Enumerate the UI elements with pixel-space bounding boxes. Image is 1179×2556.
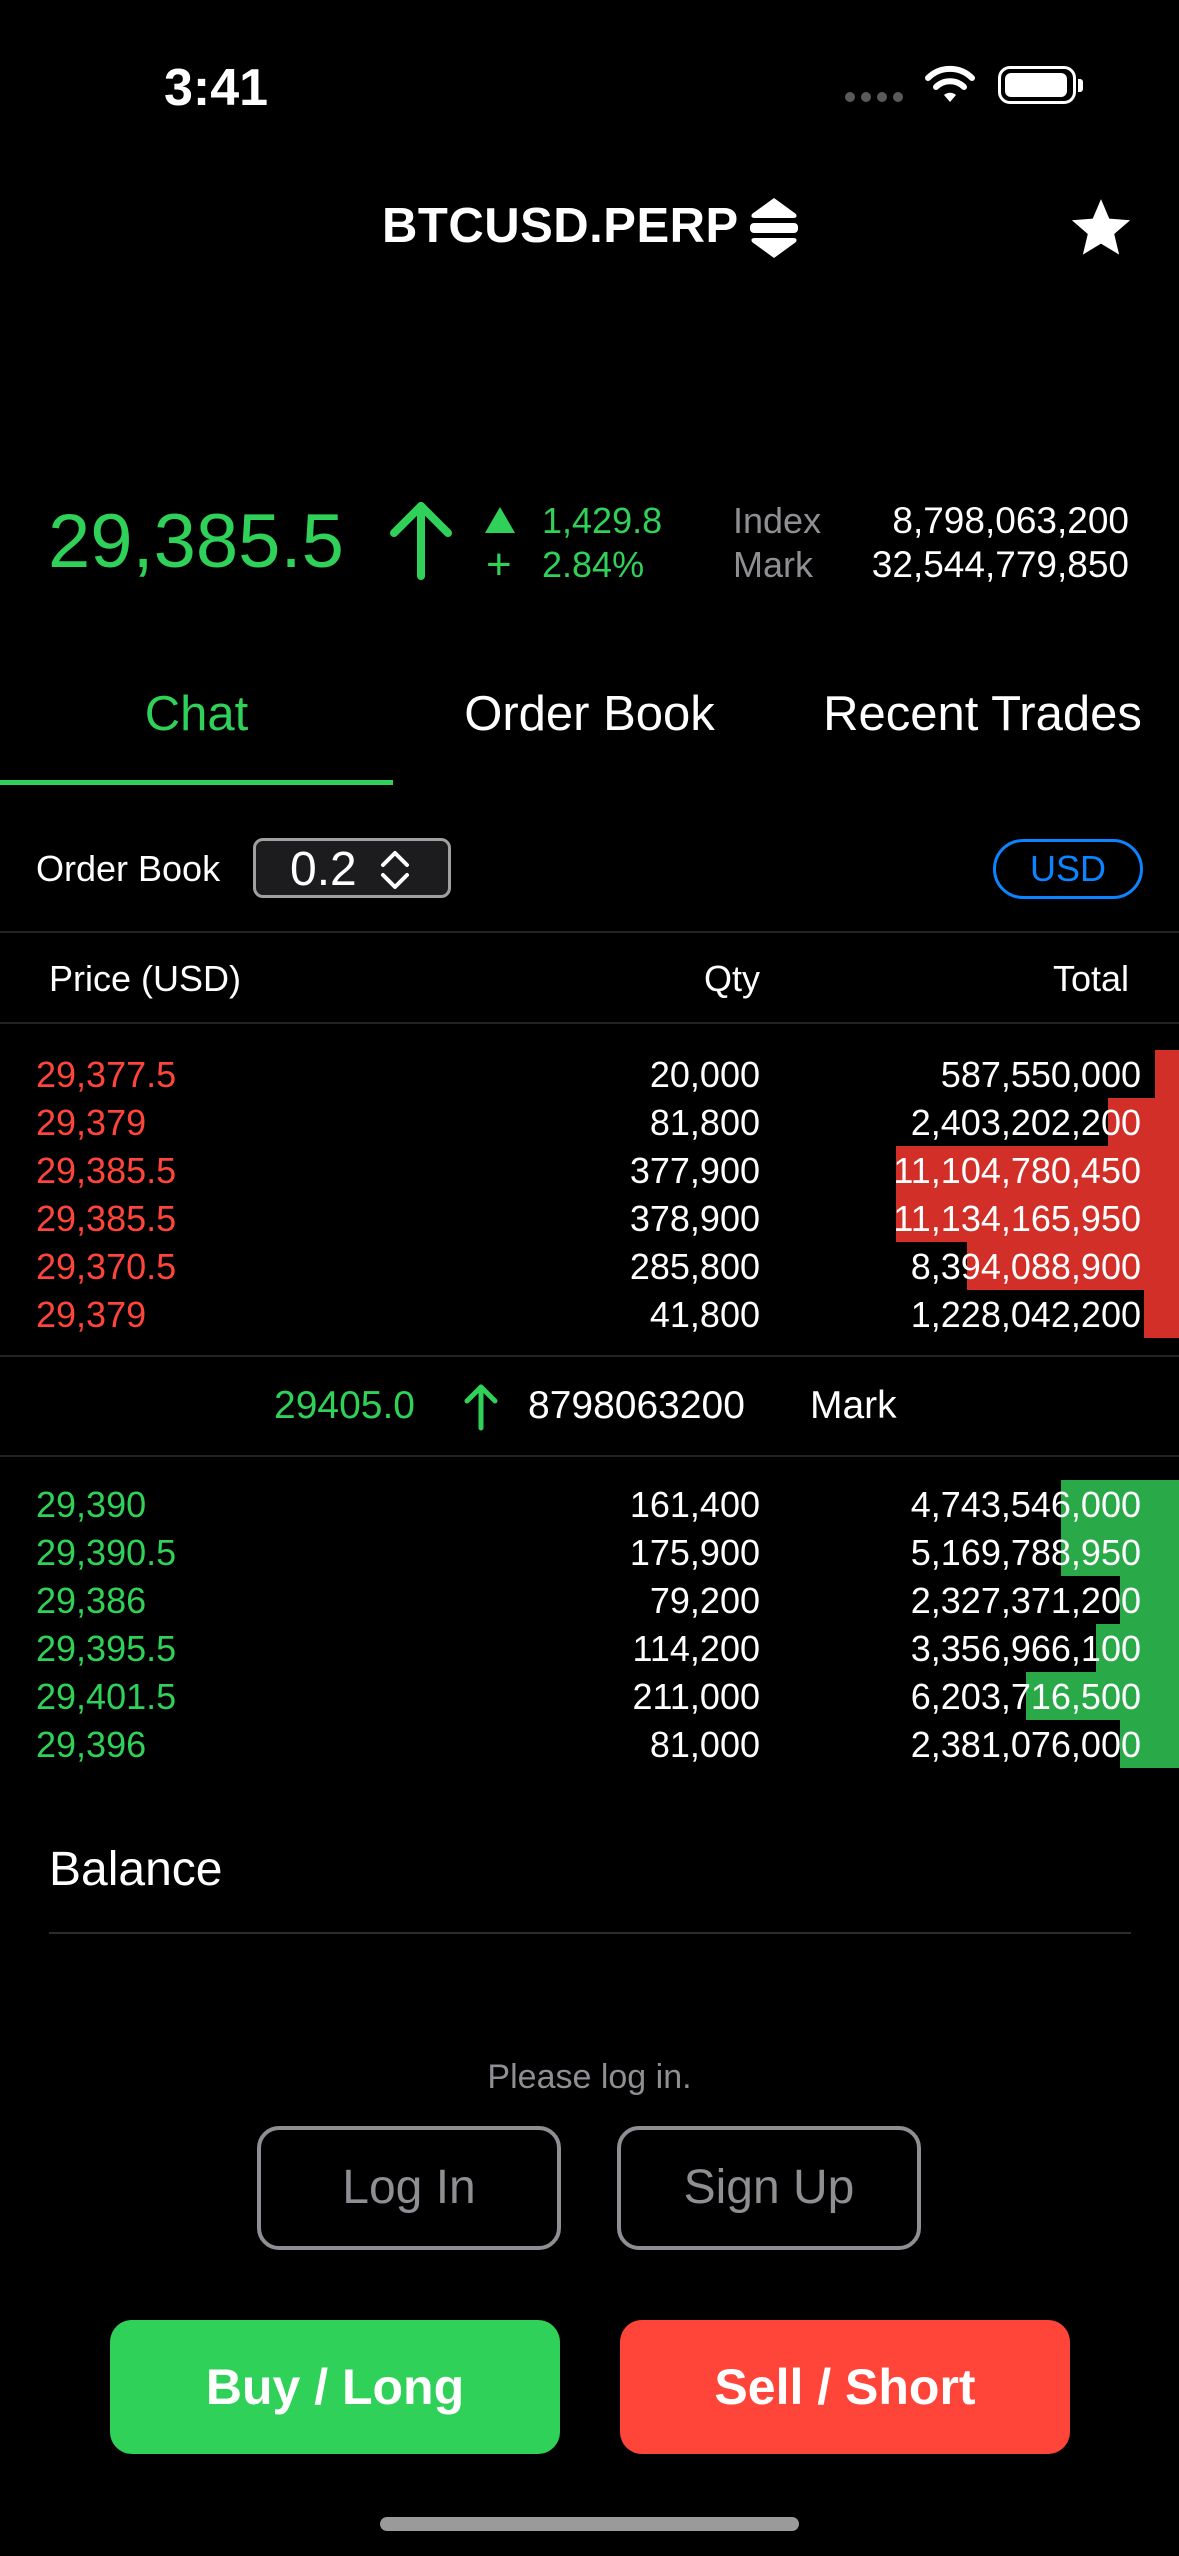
home-indicator[interactable] (380, 2517, 799, 2531)
ask-total: 1,228,042,200 (910, 1294, 1141, 1335)
bid-depth-bar (1096, 1624, 1179, 1672)
balance-title: Balance (49, 1843, 223, 1896)
price-step-selector[interactable] (253, 838, 451, 898)
ask-total: 8,394,088,900 (910, 1246, 1141, 1287)
ask-depth-bar (896, 1194, 1179, 1242)
bid-total: 5,169,788,950 (910, 1532, 1141, 1573)
column-header-price: Price (USD) (49, 958, 242, 999)
bid-total: 3,356,966,100 (910, 1628, 1141, 1669)
mid-index-value: 8798063200 (528, 1384, 745, 1427)
up-triangle-icon (485, 507, 515, 533)
column-header-total: Total (1052, 958, 1129, 999)
signal-dots-icon (845, 92, 903, 102)
bid-depth-bar (1120, 1576, 1179, 1624)
sell-short-button[interactable]: Sell / Short (620, 2320, 1070, 2454)
wifi-icon (925, 65, 975, 102)
ask-qty: 378,900 (629, 1198, 760, 1239)
mark-label: Mark (733, 544, 813, 585)
ask-qty: 41,800 (649, 1294, 760, 1335)
ask-price[interactable]: 29,379 (36, 1102, 147, 1143)
bid-total: 2,381,076,000 (910, 1724, 1141, 1765)
currency-toggle[interactable]: USD (993, 839, 1143, 899)
symbol-title[interactable]: BTCUSD.PERP (382, 199, 739, 253)
last-price: 29,385.5 (48, 499, 344, 584)
ask-total: 587,550,000 (940, 1054, 1141, 1095)
ask-price[interactable]: 29,385.5 (36, 1198, 177, 1239)
bid-price[interactable]: 29,386 (36, 1580, 147, 1621)
bid-price[interactable]: 29,395.5 (36, 1628, 177, 1669)
mark-value: 32,544,779,850 (871, 544, 1129, 585)
sign-up-button[interactable]: Sign Up (617, 2126, 921, 2250)
index-label: Index (733, 500, 822, 541)
ask-depth-bar (1108, 1098, 1179, 1146)
bid-qty: 114,200 (632, 1628, 760, 1669)
mid-up-arrow-icon (464, 1384, 498, 1431)
bid-qty: 161,400 (629, 1484, 760, 1525)
ask-total: 2,403,202,200 (910, 1102, 1141, 1143)
ask-price[interactable]: 29,385.5 (36, 1150, 177, 1191)
price-up-arrow-icon (390, 502, 452, 580)
bid-depth-bar (1061, 1528, 1179, 1576)
status-time: 3:41 (164, 59, 269, 117)
active-tab-indicator (0, 780, 393, 785)
change-absolute: 1,429.8 (542, 500, 663, 541)
ask-price[interactable]: 29,377.5 (36, 1054, 177, 1095)
star-icon[interactable] (1068, 195, 1134, 261)
tab-recent-trades[interactable]: Recent Trades (823, 687, 1142, 741)
mid-price: 29405.0 (274, 1384, 415, 1427)
bid-qty: 79,200 (649, 1580, 760, 1621)
divider (0, 931, 1179, 933)
divider (49, 1932, 1131, 1934)
bid-qty: 81,000 (649, 1724, 760, 1765)
divider (0, 1455, 1179, 1457)
bid-depth-bar (1061, 1480, 1179, 1528)
bid-qty: 211,000 (632, 1676, 760, 1717)
bid-total: 6,203,716,500 (910, 1676, 1141, 1717)
log-in-button[interactable]: Log In (257, 2126, 561, 2250)
bid-depth-bar (1120, 1720, 1179, 1768)
ask-depth-bar (1144, 1290, 1179, 1338)
ask-depth-bar (896, 1146, 1179, 1194)
divider (0, 1355, 1179, 1357)
tab-order-book[interactable]: Order Book (464, 687, 715, 741)
bid-price[interactable]: 29,396 (36, 1724, 147, 1765)
ask-depth-bar (1155, 1050, 1179, 1098)
sort-arrows-icon[interactable] (748, 196, 800, 260)
bid-total: 2,327,371,200 (910, 1580, 1141, 1621)
buy-long-button[interactable]: Buy / Long (110, 2320, 560, 2454)
mid-mark-label: Mark (810, 1384, 897, 1427)
bid-total: 4,743,546,000 (910, 1484, 1141, 1525)
ask-depth-bar (967, 1242, 1179, 1290)
ask-total: 11,134,165,950 (893, 1198, 1141, 1239)
ask-qty: 81,800 (649, 1102, 760, 1143)
chevron-up-down-icon (381, 851, 409, 889)
change-sign: + (486, 540, 512, 589)
bid-price[interactable]: 29,390 (36, 1484, 147, 1525)
tab-chat[interactable]: Chat (144, 687, 249, 741)
ask-qty: 377,900 (629, 1150, 760, 1191)
bid-price[interactable]: 29,401.5 (36, 1676, 177, 1717)
ask-price[interactable]: 29,370.5 (36, 1246, 177, 1287)
ask-total: 11,104,780,450 (893, 1150, 1141, 1191)
ask-qty: 20,000 (649, 1054, 760, 1095)
index-value: 8,798,063,200 (892, 500, 1129, 541)
ask-qty: 285,800 (629, 1246, 760, 1287)
ask-price[interactable]: 29,379 (36, 1294, 147, 1335)
battery-icon (998, 66, 1083, 104)
column-header-qty: Qty (703, 958, 760, 999)
orderbook-title: Order Book (36, 848, 221, 889)
price-step-value: 0.2 (290, 843, 357, 896)
bid-price[interactable]: 29,390.5 (36, 1532, 177, 1573)
bid-depth-bar (1026, 1672, 1179, 1720)
login-message: Please log in. (487, 2058, 692, 2096)
bid-qty: 175,900 (629, 1532, 760, 1573)
change-percent: 2.84% (542, 544, 645, 585)
divider (0, 1022, 1179, 1024)
